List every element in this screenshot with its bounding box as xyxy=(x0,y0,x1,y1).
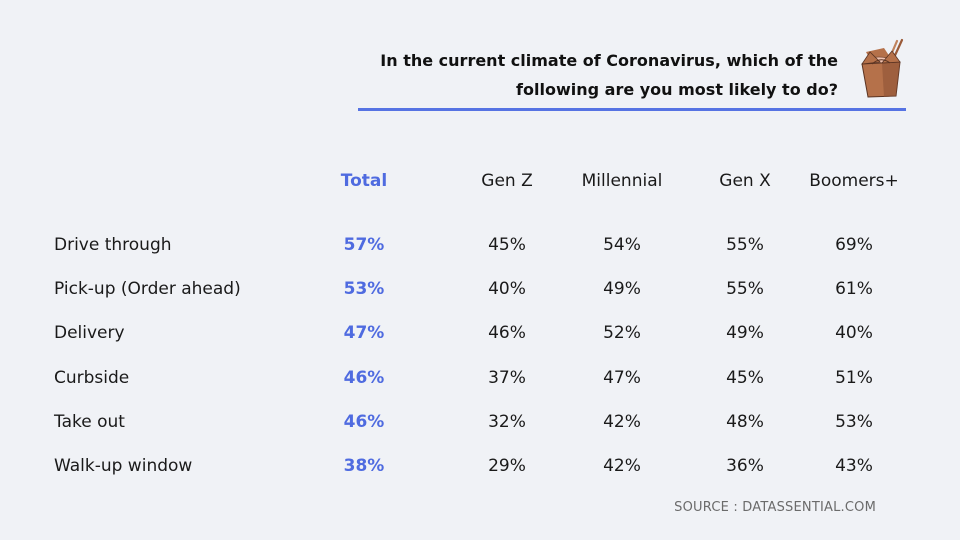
table-cell: 49% xyxy=(603,279,641,300)
chart-title: In the current climate of Coronavirus, w… xyxy=(278,46,838,104)
table-cell: 47% xyxy=(603,367,641,388)
table-cell: 45% xyxy=(726,367,764,388)
table-cell: 43% xyxy=(835,456,873,476)
row-label: Drive through xyxy=(54,235,172,255)
takeout-box-icon xyxy=(861,38,904,98)
column-header-gen-z: Gen Z xyxy=(481,171,533,191)
table-cell: 53% xyxy=(343,279,385,300)
row-label: Curbside xyxy=(54,367,130,388)
table-cell: 49% xyxy=(726,323,764,344)
chart-title-line-1: In the current climate of Coronavirus, w… xyxy=(380,51,838,70)
table-cell: 40% xyxy=(835,323,873,344)
table-cell: 52% xyxy=(603,323,641,344)
column-header-boomers: Boomers+ xyxy=(809,171,899,191)
table-cell: 42% xyxy=(603,456,641,476)
table-cell: 40% xyxy=(488,279,526,300)
row-label: Pick-up (Order ahead) xyxy=(54,279,241,300)
table-cell: 55% xyxy=(726,279,764,300)
title-underline xyxy=(358,108,906,111)
table-cell: 51% xyxy=(835,367,873,388)
row-label: Walk-up window xyxy=(54,456,193,476)
table-cell: 46% xyxy=(343,411,385,432)
table-cell: 46% xyxy=(488,323,526,344)
table-cell: 29% xyxy=(488,456,526,476)
table-cell: 38% xyxy=(343,456,385,476)
table-cell: 42% xyxy=(603,411,641,432)
table-cell: 54% xyxy=(603,235,641,255)
table-cell: 45% xyxy=(488,235,526,255)
column-header-millennial: Millennial xyxy=(581,171,663,191)
table-cell: 61% xyxy=(835,279,873,300)
table-cell: 37% xyxy=(488,367,526,388)
row-label: Take out xyxy=(54,411,125,432)
table-cell: 53% xyxy=(835,411,873,432)
column-header-total: Total xyxy=(340,171,388,191)
row-label: Delivery xyxy=(54,323,125,344)
table-cell: 36% xyxy=(726,456,764,476)
table-cell: 69% xyxy=(835,235,873,255)
table-cell: 47% xyxy=(343,323,385,344)
chart-title-line-2: following are you most likely to do? xyxy=(516,80,838,99)
table-cell: 46% xyxy=(343,367,385,388)
table-cell: 55% xyxy=(726,235,764,255)
column-header-gen-x: Gen X xyxy=(719,171,771,191)
source-note: SOURCE : DATASSENTIAL.COM xyxy=(674,500,876,515)
table-cell: 32% xyxy=(488,411,526,432)
table-cell: 57% xyxy=(343,235,385,255)
table-cell: 48% xyxy=(726,411,764,432)
